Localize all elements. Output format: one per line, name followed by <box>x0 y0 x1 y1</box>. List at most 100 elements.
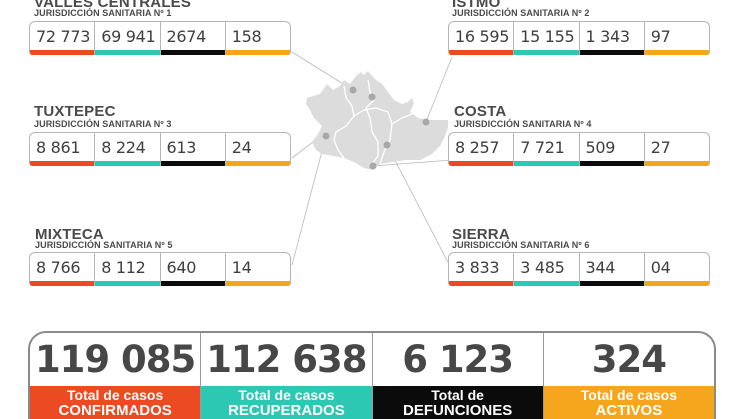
defunciones-cell: 344 <box>578 253 644 286</box>
recuperados-bar <box>95 161 160 166</box>
defunciones-bar <box>160 281 225 286</box>
region-subtitle: JURISDICCIÓN SANITARIA Nº 4 <box>454 119 592 129</box>
total-label-band: Total de casos ACTIVOS <box>543 386 714 419</box>
total-label-line1: Total de casos <box>238 387 335 403</box>
activos-cell: 04 <box>643 253 709 286</box>
region-title: TUXTEPEC <box>34 103 116 120</box>
activos-value: 24 <box>231 138 252 157</box>
total-label-line1: Total de casos <box>580 387 677 403</box>
total-defunciones: 6 123 Total de DEFUNCIONES <box>371 333 543 419</box>
region-subtitle: JURISDICCIÓN SANITARIA Nº 3 <box>34 119 172 129</box>
region-title: ISTMO <box>452 0 501 11</box>
activos-bar <box>225 161 290 166</box>
recuperados-cell: 7 721 <box>513 133 579 166</box>
total-value: 119 085 <box>34 338 196 381</box>
stats-box: 3 833 3 485 344 04 <box>448 252 710 286</box>
recuperados-value: 7 721 <box>520 138 565 157</box>
activos-cell: 27 <box>643 133 709 166</box>
region-subtitle: JURISDICCIÓN SANITARIA Nº 2 <box>452 8 590 18</box>
stats-box: 8 766 8 112 640 14 <box>29 252 291 286</box>
region-title: VALLES CENTRALES <box>34 0 192 11</box>
activos-value: 158 <box>231 27 262 46</box>
defunciones-value: 344 <box>585 258 616 277</box>
activos-cell: 14 <box>224 253 290 286</box>
recuperados-bar <box>95 50 160 55</box>
total-label-line1: Total de casos <box>67 387 164 403</box>
state-shape <box>306 71 448 170</box>
defunciones-value: 509 <box>585 138 616 157</box>
total-label-band: Total de DEFUNCIONES <box>372 386 543 419</box>
defunciones-value: 1 343 <box>585 27 631 46</box>
confirmados-cell: 8 766 <box>30 253 95 286</box>
activos-bar <box>644 281 709 286</box>
region-subtitle: JURISDICCIÓN SANITARIA Nº 5 <box>35 240 173 250</box>
total-label-band: Total de casos RECUPERADOS <box>201 386 372 419</box>
confirmados-value: 16 595 <box>455 27 510 46</box>
stats-box: 16 595 15 155 1 343 97 <box>448 21 710 55</box>
confirmados-bar <box>30 161 95 166</box>
activos-value: 14 <box>231 258 252 277</box>
defunciones-bar <box>579 281 644 286</box>
recuperados-value: 69 941 <box>101 27 156 46</box>
recuperados-cell: 8 224 <box>94 133 160 166</box>
confirmados-bar <box>30 50 95 55</box>
confirmados-value: 8 861 <box>36 138 81 157</box>
total-label-line2: RECUPERADOS <box>228 402 345 419</box>
total-recuperados: 112 638 Total de casos RECUPERADOS <box>200 333 372 419</box>
region-subtitle: JURISDICCIÓN SANITARIA Nº 1 <box>34 8 172 18</box>
defunciones-value: 640 <box>166 258 197 277</box>
stats-box: 8 861 8 224 613 24 <box>29 132 291 166</box>
total-value: 112 638 <box>206 338 367 381</box>
defunciones-value: 613 <box>166 138 197 157</box>
recuperados-bar <box>95 281 160 286</box>
total-label-line2: CONFIRMADOS <box>58 402 172 419</box>
recuperados-value: 3 485 <box>520 258 565 277</box>
activos-bar <box>644 50 709 55</box>
defunciones-bar <box>579 161 644 166</box>
activos-cell: 97 <box>643 22 709 55</box>
recuperados-value: 15 155 <box>520 27 575 46</box>
stats-box: 72 773 69 941 2674 158 <box>29 21 291 55</box>
defunciones-bar <box>579 50 644 55</box>
activos-value: 27 <box>650 138 671 157</box>
total-label-line2: DEFUNCIONES <box>403 402 513 419</box>
confirmados-cell: 8 861 <box>30 133 95 166</box>
activos-bar <box>644 161 709 166</box>
defunciones-cell: 2674 <box>159 22 225 55</box>
total-label-band: Total de casos CONFIRMADOS <box>30 386 201 419</box>
confirmados-value: 8 257 <box>455 138 500 157</box>
activos-cell: 24 <box>224 133 290 166</box>
recuperados-cell: 8 112 <box>94 253 160 286</box>
activos-cell: 158 <box>224 22 290 55</box>
region-markers <box>322 86 430 170</box>
recuperados-cell: 15 155 <box>513 22 579 55</box>
recuperados-value: 8 224 <box>101 138 146 157</box>
activos-bar <box>225 50 290 55</box>
totals-panel: 119 085 Total de casos CONFIRMADOS 112 6… <box>28 331 716 419</box>
defunciones-cell: 1 343 <box>578 22 644 55</box>
confirmados-bar <box>449 281 514 286</box>
confirmados-cell: 72 773 <box>30 22 95 55</box>
region-title: MIXTECA <box>35 226 104 243</box>
activos-value: 97 <box>650 27 671 46</box>
region-title: SIERRA <box>452 226 510 243</box>
total-label-line1: Total de <box>431 387 484 403</box>
defunciones-value: 2674 <box>166 27 207 46</box>
total-label-line2: ACTIVOS <box>595 402 663 419</box>
confirmados-value: 8 766 <box>36 258 81 277</box>
recuperados-value: 8 112 <box>101 258 146 277</box>
confirmados-bar <box>30 281 95 286</box>
stats-box: 8 257 7 721 509 27 <box>448 132 710 166</box>
defunciones-bar <box>160 50 225 55</box>
region-subtitle: JURISDICCIÓN SANITARIA Nº 6 <box>452 240 590 250</box>
confirmados-value: 3 833 <box>455 258 500 277</box>
defunciones-cell: 613 <box>159 133 225 166</box>
total-activos: 324 Total de casos ACTIVOS <box>542 333 714 419</box>
activos-value: 04 <box>650 258 671 277</box>
total-value: 6 123 <box>402 338 514 381</box>
total-value: 324 <box>591 338 667 381</box>
defunciones-cell: 509 <box>578 133 644 166</box>
confirmados-cell: 16 595 <box>449 22 514 55</box>
defunciones-cell: 640 <box>159 253 225 286</box>
